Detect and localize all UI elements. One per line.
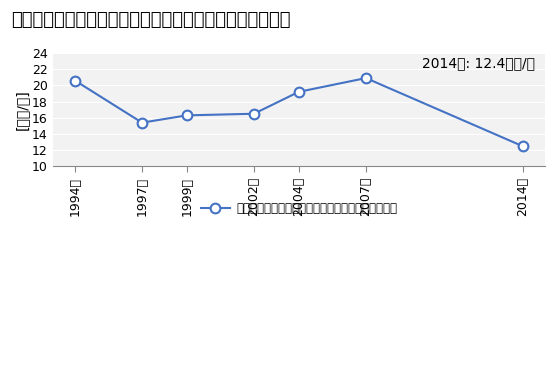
Text: 2014年: 12.4億円/人: 2014年: 12.4億円/人 [422, 56, 535, 70]
Y-axis label: [億円/人]: [億円/人] [15, 89, 29, 130]
Legend: 各種商品卸売業の従業者一人当たり年間商品販売額: 各種商品卸売業の従業者一人当たり年間商品販売額 [196, 197, 402, 220]
各種商品卸売業の従業者一人当たり年間商品販売額 [251, 112, 258, 116]
各種商品卸売業の従業者一人当たり年間商品販売額 [72, 78, 78, 83]
Line: 各種商品卸売業の従業者一人当たり年間商品販売額: 各種商品卸売業の従業者一人当たり年間商品販売額 [70, 73, 528, 151]
各種商品卸売業の従業者一人当たり年間商品販売額 [362, 76, 369, 80]
各種商品卸売業の従業者一人当たり年間商品販売額 [184, 113, 190, 117]
各種商品卸売業の従業者一人当たり年間商品販売額 [139, 120, 146, 125]
各種商品卸売業の従業者一人当たり年間商品販売額 [519, 144, 526, 148]
Text: 各種商品卸売業の従業者一人当たり年間商品販売額の推移: 各種商品卸売業の従業者一人当たり年間商品販売額の推移 [11, 11, 291, 29]
各種商品卸売業の従業者一人当たり年間商品販売額 [295, 90, 302, 94]
